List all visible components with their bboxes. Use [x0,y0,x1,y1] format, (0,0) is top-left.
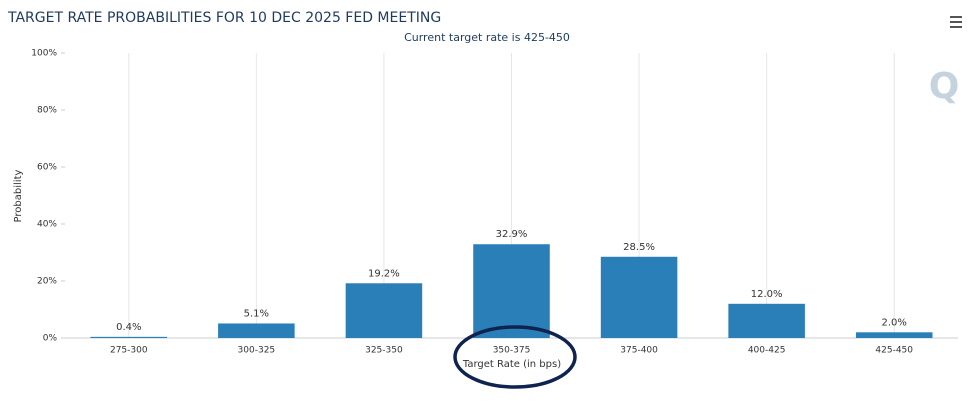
x-tick-label: 275-300 [110,346,148,356]
y-tick-label: 0% [43,334,58,344]
chart-subtitle: Current target rate is 425-450 [404,31,570,44]
logo: Q [929,66,960,107]
x-tick-label: 400-425 [748,346,786,356]
x-tick-label: 375-400 [620,346,658,356]
menu-bar [950,26,962,28]
highlight-ellipse [453,325,577,389]
bar [600,256,678,338]
y-tick-label: 20% [37,277,57,287]
value-label: 32.9% [496,229,528,240]
y-tick-label: 60% [37,163,57,173]
chart-title: TARGET RATE PROBABILITIES FOR 10 DEC 202… [7,10,441,26]
x-axis-label: Target Rate (in bps) [462,359,561,370]
value-label: 2.0% [882,317,907,328]
bar [218,323,295,338]
value-label: 5.1% [244,308,269,319]
bar [855,332,933,338]
menu-icon[interactable] [950,16,962,28]
y-tick-label: 40% [37,220,57,230]
x-tick-label: 425-450 [875,346,913,356]
x-tick-label: 350-375 [493,346,531,356]
bar [473,244,550,338]
value-label: 0.4% [116,322,141,333]
menu-bar [950,16,962,18]
menu-bar [950,21,962,23]
bar [345,283,423,338]
y-tick-label: 80% [37,106,57,116]
y-axis-label: Probability [13,169,24,222]
bar [90,336,168,338]
value-label: 28.5% [623,242,655,253]
value-label: 19.2% [368,268,400,279]
x-tick-label: 300-325 [238,346,276,356]
value-label: 12.0% [751,289,783,300]
x-tick-label: 325-350 [365,346,403,356]
y-tick-label: 100% [31,49,57,59]
bar [728,303,805,338]
